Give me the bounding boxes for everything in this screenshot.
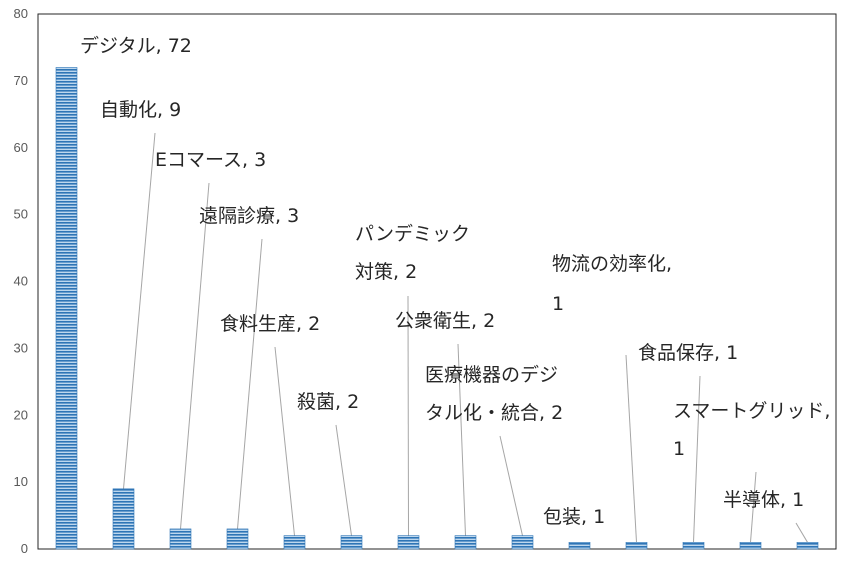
- bar: [340, 535, 363, 550]
- y-tick-label: 40: [14, 274, 28, 289]
- leader-line: [274, 346, 295, 536]
- leader-line: [123, 132, 156, 489]
- y-axis-ticks: 0 10 20 30 40 50 60 70 80: [14, 6, 28, 556]
- bars: [55, 67, 819, 550]
- data-label: 食品保存, 1: [638, 342, 738, 364]
- data-label: 対策, 2: [355, 261, 417, 283]
- data-label: 包装, 1: [543, 506, 605, 528]
- bar: [625, 542, 648, 550]
- bar: [796, 542, 819, 550]
- y-tick-label: 70: [14, 73, 28, 88]
- data-label: 公衆衛生, 2: [395, 310, 495, 332]
- data-label: 1: [552, 293, 564, 315]
- data-label: 半導体, 1: [723, 489, 804, 511]
- plot-area: [37, 13, 837, 550]
- data-label: 医療機器のデジ: [425, 364, 558, 386]
- leader-line: [457, 343, 466, 536]
- data-label: 自動化, 9: [100, 99, 181, 121]
- leader-line: [693, 375, 701, 543]
- bar: [283, 535, 306, 550]
- data-label: 物流の効率化,: [552, 253, 672, 275]
- leader-line: [499, 435, 523, 536]
- leader-line: [335, 424, 352, 536]
- bar: [226, 528, 249, 550]
- data-label: スマートグリッド,: [673, 400, 830, 422]
- data-label: デジタル, 72: [80, 35, 192, 57]
- leader-line: [795, 522, 808, 543]
- y-tick-label: 80: [14, 6, 28, 21]
- y-tick-label: 10: [14, 474, 28, 489]
- bar: [682, 542, 705, 550]
- y-tick-label: 50: [14, 207, 28, 222]
- data-label: 1: [673, 438, 685, 460]
- leader-lines: [123, 132, 808, 543]
- y-tick-label: 30: [14, 340, 28, 355]
- y-tick-label: 60: [14, 140, 28, 155]
- leader-line: [750, 471, 757, 543]
- data-label: パンデミック: [355, 223, 470, 245]
- leader-line: [180, 182, 210, 529]
- data-labels: デジタル, 72 自動化, 9 Eコマース, 3 遠隔診療, 3 食料生産, 2 殺菌, …: [80, 35, 830, 528]
- data-label: Eコマース, 3: [155, 149, 266, 171]
- bar: [55, 67, 78, 550]
- bar: [511, 535, 534, 550]
- data-label: 食料生産, 2: [220, 313, 320, 335]
- leader-line: [237, 238, 263, 529]
- leader-line: [407, 295, 409, 536]
- data-label: 殺菌, 2: [297, 391, 359, 413]
- leader-line: [625, 354, 637, 543]
- bar: [112, 488, 135, 550]
- y-tick-label: 20: [14, 407, 28, 422]
- data-label: タル化・統合, 2: [425, 402, 563, 424]
- data-label: 遠隔診療, 3: [199, 205, 299, 227]
- bar: [454, 535, 477, 550]
- bar: [568, 542, 591, 550]
- y-tick-label: 0: [21, 541, 28, 556]
- bar: [397, 535, 420, 550]
- bar: [169, 528, 192, 550]
- bar: [739, 542, 762, 550]
